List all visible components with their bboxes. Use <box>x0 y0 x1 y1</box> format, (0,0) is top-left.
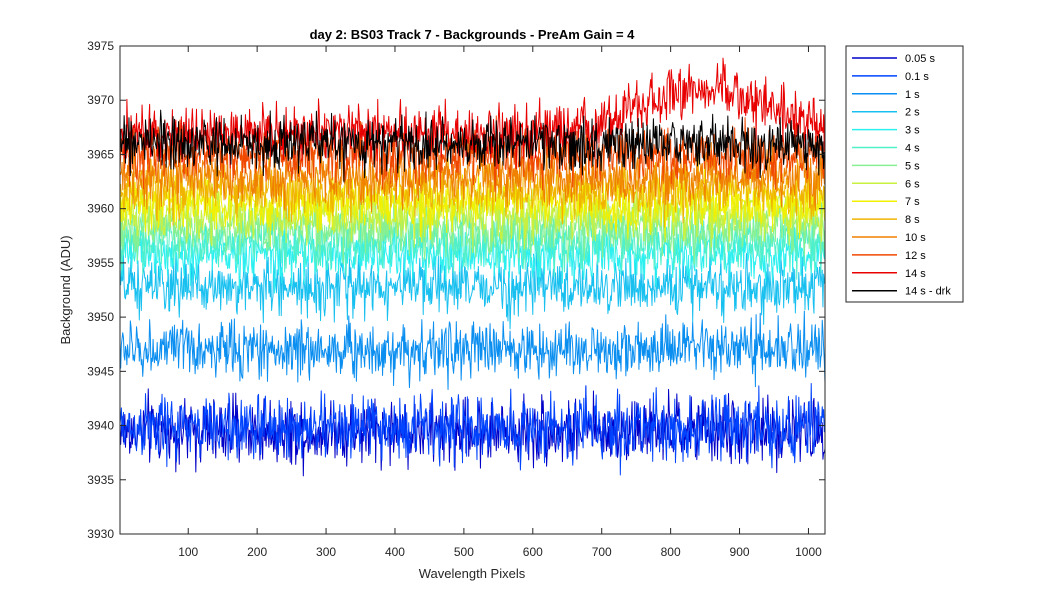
legend-label: 14 s - drk <box>905 286 951 298</box>
legend-item: 5 s <box>852 160 920 172</box>
y-axis: 3930 3935 3940 3945 3950 3955 3960 3965 3970 3975 <box>87 39 825 541</box>
legend-item: 0.05 s <box>852 53 935 65</box>
y-tick-label: 3970 <box>87 93 114 107</box>
series-line-0-05-s <box>119 386 826 477</box>
y-axis-label: Background (ADU) <box>58 235 73 344</box>
legend-label: 3 s <box>905 125 920 137</box>
x-axis-label: Wavelength Pixels <box>419 566 526 581</box>
legend-item: 10 s <box>852 232 926 244</box>
legend-item: 14 s - drk <box>852 286 951 298</box>
series-line-1-s <box>119 310 826 390</box>
x-tick-label: 900 <box>730 545 750 559</box>
legend-label: 1 s <box>905 89 920 101</box>
series-line-14-s-drk <box>119 109 826 183</box>
legend-item: 2 s <box>852 107 920 119</box>
series-line-2-s <box>119 241 826 330</box>
legend-item: 7 s <box>852 196 920 208</box>
y-tick-label: 3950 <box>87 310 114 324</box>
series-line-6-s <box>119 170 826 254</box>
x-tick-label: 200 <box>247 545 267 559</box>
y-tick-label: 3975 <box>87 39 114 53</box>
legend-label: 5 s <box>905 160 920 172</box>
legend-item: 6 s <box>852 178 920 190</box>
y-tick-label: 3955 <box>87 256 114 270</box>
legend-item: 12 s <box>852 250 926 262</box>
x-tick-label: 300 <box>316 545 336 559</box>
x-tick-label: 100 <box>178 545 198 559</box>
legend-item: 14 s <box>852 268 926 280</box>
x-tick-label: 1000 <box>795 545 822 559</box>
chart-title: day 2: BS03 Track 7 - Backgrounds - PreA… <box>310 27 636 42</box>
y-tick-label: 3930 <box>87 527 114 541</box>
legend-box <box>845 45 964 303</box>
series-line-10-s <box>119 138 826 213</box>
y-tick-label: 3940 <box>87 419 114 433</box>
y-tick-label: 3965 <box>87 147 114 161</box>
legend-item: 0.1 s <box>852 71 929 83</box>
x-tick-label: 700 <box>592 545 612 559</box>
series-layer <box>119 57 826 477</box>
legend-label: 12 s <box>905 250 926 262</box>
plot-frame <box>119 45 826 535</box>
x-tick-label: 600 <box>523 545 543 559</box>
legend-label: 4 s <box>905 143 920 155</box>
legend-label: 10 s <box>905 232 926 244</box>
legend-label: 8 s <box>905 214 920 226</box>
x-tick-label: 500 <box>454 545 474 559</box>
legend-item: 1 s <box>852 89 920 101</box>
legend-label: 14 s <box>905 268 926 280</box>
legend-label: 2 s <box>905 107 920 119</box>
x-tick-label: 800 <box>661 545 681 559</box>
legend-label: 0.05 s <box>905 53 935 65</box>
legend-label: 7 s <box>905 196 920 208</box>
legend-item: 8 s <box>852 214 920 226</box>
y-tick-label: 3935 <box>87 473 114 487</box>
legend-label: 0.1 s <box>905 71 929 83</box>
legend-item: 3 s <box>852 125 920 137</box>
legend-item: 4 s <box>852 143 920 155</box>
legend-label: 6 s <box>905 178 920 190</box>
x-axis: 100 200 300 400 500 600 700 800 900 1000 <box>178 46 822 559</box>
y-tick-label: 3960 <box>87 202 114 216</box>
x-tick-label: 400 <box>385 545 405 559</box>
y-tick-label: 3945 <box>87 364 114 378</box>
series-line-0-1-s <box>119 383 826 476</box>
legend: 0.05 s 0.1 s 1 s 2 s 3 s 4 s 5 s 6 s 7 s 8 s 10 s 1… <box>845 45 964 303</box>
